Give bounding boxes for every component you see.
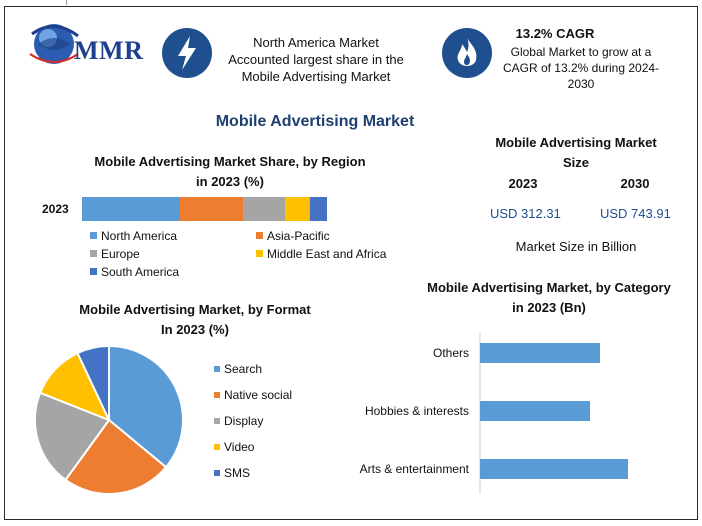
pie-legend-swatch — [214, 444, 220, 450]
region-legend-label: Middle East and Africa — [267, 247, 387, 261]
region-bar-category-label: 2023 — [42, 202, 69, 216]
category-tick-label: Others — [433, 346, 469, 360]
pie-legend-swatch — [214, 418, 220, 424]
format-chart-title-line1: Mobile Advertising Market, by Format — [79, 302, 311, 317]
cagr-line1: Global Market to grow at a — [510, 45, 652, 59]
flame-icon — [442, 28, 492, 78]
category-chart-title-line1: Mobile Advertising Market, by Category — [427, 280, 671, 295]
pie-legend-label: Native social — [224, 388, 292, 402]
region-bar-segment-middle-east-and-africa — [285, 197, 310, 221]
pie-legend-label: Video — [224, 440, 255, 454]
region-chart-title-line1: Mobile Advertising Market Share, by Regi… — [94, 154, 366, 169]
lightning-icon — [162, 28, 212, 78]
size-year-2023: 2023 — [508, 176, 538, 191]
region-legend-swatch — [90, 232, 97, 239]
pie-legend-label: Display — [224, 414, 263, 428]
size-title-line2: Size — [562, 155, 589, 170]
na-share-line3: Mobile Advertising Market — [241, 69, 391, 84]
category-chart-title-line2: in 2023 (Bn) — [512, 300, 586, 315]
size-value-2030: USD 743.91 — [600, 206, 671, 221]
pie-legend-label: SMS — [224, 466, 250, 480]
region-bar-segment-south-america — [309, 197, 327, 221]
brand-logo: MMR — [22, 14, 152, 74]
pie-slice-sms — [76, 344, 110, 421]
top-tick — [66, 0, 67, 5]
cagr-line3: 2030 — [567, 77, 595, 91]
category-bar-arts-entertainment — [480, 459, 628, 479]
page-title: Mobile Advertising Market — [215, 113, 415, 130]
globe-icon — [29, 24, 79, 64]
category-bar-hobbies-interests — [480, 401, 590, 421]
pie-slice-search — [108, 344, 184, 469]
pie-legend-swatch — [214, 366, 220, 372]
pie-legend-swatch — [214, 392, 220, 398]
region-legend-swatch — [90, 250, 97, 257]
pie-slice-native-social — [64, 418, 168, 495]
pie-slice-display — [34, 391, 111, 482]
pie-legend-label: Search — [224, 362, 262, 376]
size-title-line1: Mobile Advertising Market — [495, 135, 657, 150]
size-year-2030: 2030 — [620, 176, 650, 191]
category-tick-label: Arts & entertainment — [360, 462, 470, 476]
region-legend-label: North America — [101, 229, 177, 243]
region-bar-segment-europe — [243, 197, 286, 221]
pie-legend-swatch — [214, 470, 220, 476]
category-tick-label: Hobbies & interests — [365, 404, 469, 418]
region-legend-label: Asia-Pacific — [267, 229, 330, 243]
cagr-title: 13.2% CAGR — [515, 26, 595, 41]
region-legend-swatch — [256, 232, 263, 239]
na-share-line2: Accounted largest share in the — [228, 52, 404, 67]
region-bar-segment-asia-pacific — [180, 197, 244, 221]
region-chart-title-line2: in 2023 (%) — [196, 174, 264, 189]
cagr-line2: CAGR of 13.2% during 2024- — [502, 61, 660, 75]
category-bar-others — [480, 343, 600, 363]
region-legend-swatch — [256, 250, 263, 257]
na-share-line1: North America Market — [253, 35, 379, 50]
format-chart-title-line2: In 2023 (%) — [161, 322, 229, 337]
region-legend-swatch — [90, 268, 97, 275]
region-legend-label: South America — [101, 265, 179, 279]
region-legend-label: Europe — [101, 247, 140, 261]
size-unit-note: Market Size in Billion — [515, 239, 637, 254]
region-bar-segment-north-america — [82, 197, 180, 221]
size-value-2023: USD 312.31 — [490, 206, 561, 221]
brand-name: MMR — [74, 36, 144, 65]
